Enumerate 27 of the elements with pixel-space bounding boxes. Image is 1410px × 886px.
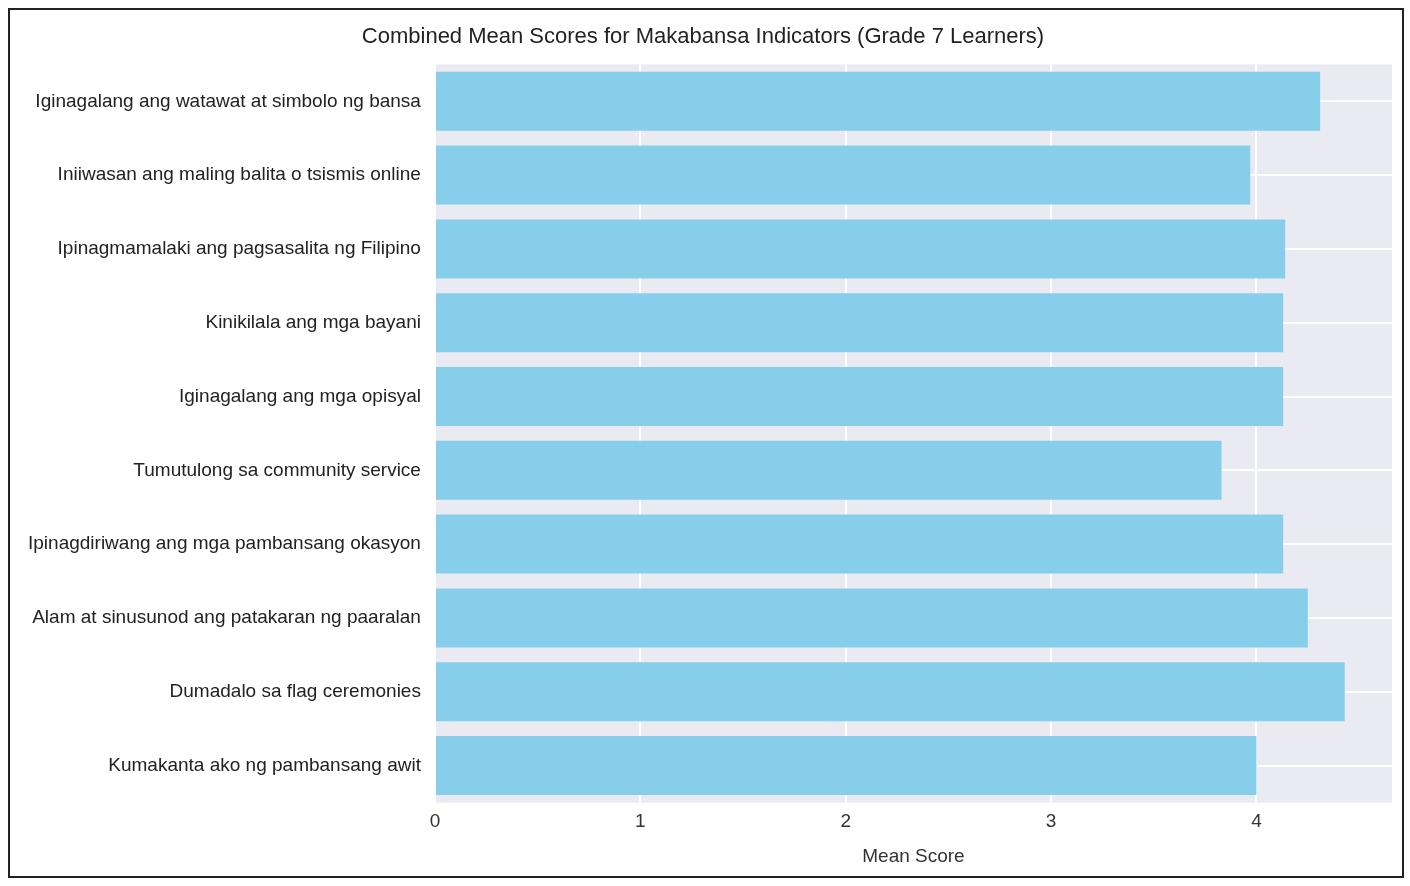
bar bbox=[435, 588, 1308, 648]
y-tick-label: Ipinagdiriwang ang mga pambansang okasyon bbox=[28, 532, 421, 554]
bar bbox=[435, 366, 1284, 427]
y-tick-label: Alam at sinusunod ang patakaran ng paaralan bbox=[32, 606, 421, 628]
x-tick-label: 2 bbox=[840, 810, 851, 832]
y-tick-label: Iginagalang ang watawat at simbolo ng bansa bbox=[35, 89, 422, 111]
y-tick-label: Dumadalo sa flag ceremonies bbox=[169, 679, 421, 701]
y-tick-label: Kumakanta ako ng pambansang awit bbox=[108, 753, 422, 775]
bar bbox=[435, 71, 1321, 131]
y-tick-label: Iginagalang ang mga opisyal bbox=[179, 384, 421, 406]
y-tick-label: Ipinagmamalaki ang pagsasalita ng Filipino bbox=[57, 237, 421, 259]
x-axis-title: Mean Score bbox=[862, 844, 965, 866]
bar bbox=[435, 514, 1284, 574]
y-tick-label: Iniiwasan ang maling balita o tsismis online bbox=[57, 163, 421, 185]
x-tick-label: 3 bbox=[1045, 810, 1057, 832]
bar bbox=[435, 145, 1251, 205]
bar bbox=[435, 440, 1222, 500]
x-tick-label: 1 bbox=[635, 810, 646, 832]
bar bbox=[435, 662, 1345, 722]
bar bbox=[435, 293, 1284, 353]
y-tick-label: Kinikilala ang mga bayani bbox=[205, 310, 421, 332]
x-tick-label: 4 bbox=[1251, 810, 1263, 832]
chart-title: Combined Mean Scores for Makabansa Indicators (Grade 7 Learners) bbox=[361, 23, 1045, 49]
x-tick-label: 0 bbox=[429, 810, 441, 832]
bar bbox=[435, 219, 1286, 279]
y-tick-label: Tumutulong sa community service bbox=[133, 458, 421, 480]
bar bbox=[435, 735, 1257, 796]
